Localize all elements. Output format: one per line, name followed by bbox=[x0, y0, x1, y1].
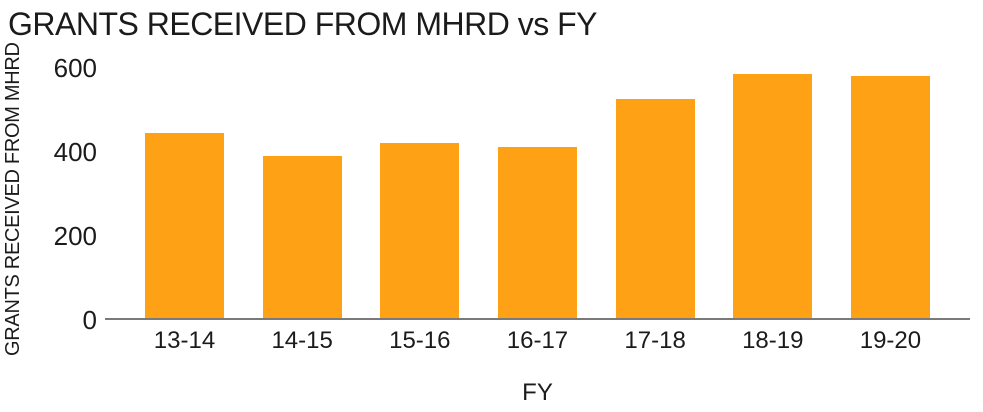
bar-18-19 bbox=[733, 74, 813, 318]
x-axis-title: FY bbox=[522, 379, 553, 406]
x-axis-labels: 13-14 14-15 15-16 16-17 17-18 18-19 19-20 bbox=[105, 327, 970, 355]
y-tick-label: 400 bbox=[53, 137, 97, 167]
bar-16-17 bbox=[497, 147, 577, 318]
y-tick-label: 600 bbox=[53, 53, 97, 83]
y-axis-ticks: 0 200 400 600 bbox=[0, 55, 97, 333]
y-tick-label: 0 bbox=[82, 305, 97, 335]
x-tick-label: 13-14 bbox=[153, 327, 216, 354]
y-tick-label: 200 bbox=[53, 221, 97, 251]
bar-19-20 bbox=[850, 76, 930, 318]
x-tick-label: 15-16 bbox=[389, 327, 451, 354]
x-tick-label: 18-19 bbox=[742, 327, 804, 354]
x-tick-label: 19-20 bbox=[859, 327, 922, 354]
plot-area bbox=[105, 68, 970, 320]
x-tick-label: 17-18 bbox=[624, 327, 686, 354]
bar-14-15 bbox=[262, 155, 342, 318]
bar-15-16 bbox=[380, 143, 460, 318]
bar-13-14 bbox=[145, 132, 224, 318]
bar-17-18 bbox=[615, 99, 695, 318]
chart-title: GRANTS RECEIVED FROM MHRD vs FY bbox=[8, 6, 597, 42]
x-tick-label: 16-17 bbox=[506, 327, 569, 354]
x-tick-label: 14-15 bbox=[271, 327, 333, 354]
